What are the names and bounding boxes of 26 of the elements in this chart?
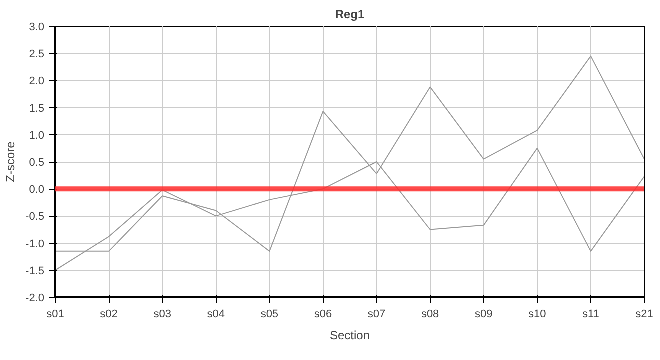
y-tick-label: 1.0 (29, 130, 45, 142)
y-tick-label: 3.0 (29, 22, 45, 34)
x-tick-label: s01 (46, 308, 64, 320)
x-tick-label: s08 (421, 308, 440, 320)
x-tick-label: s02 (100, 308, 118, 320)
x-tick-label: s05 (260, 308, 279, 320)
y-tick-label: 0.5 (29, 157, 45, 169)
y-tick-label: 1.5 (29, 102, 45, 115)
y-tick-label: -0.5 (26, 211, 45, 224)
x-tick-label: s21 (636, 308, 654, 320)
x-tick-label: s04 (207, 308, 226, 320)
y-axis-title: Z-score (4, 141, 18, 182)
x-tick-label: s07 (368, 308, 386, 320)
x-tick-label: s06 (314, 308, 332, 320)
chart-title: Reg1 (335, 8, 365, 22)
y-tick-label: -2.0 (26, 292, 45, 304)
y-tick-label: 2.5 (29, 48, 45, 61)
x-tick-label: s11 (582, 308, 600, 320)
x-tick-label: s10 (528, 308, 546, 320)
y-tick-label: 2.0 (29, 76, 45, 88)
y-tick-label: -1.0 (26, 238, 45, 250)
x-tick-label: s09 (474, 308, 493, 320)
y-tick-label: -1.5 (26, 265, 45, 278)
x-axis-title: Section (330, 328, 370, 342)
y-tick-label: 0.0 (29, 184, 45, 196)
x-tick-label: s03 (154, 308, 172, 320)
